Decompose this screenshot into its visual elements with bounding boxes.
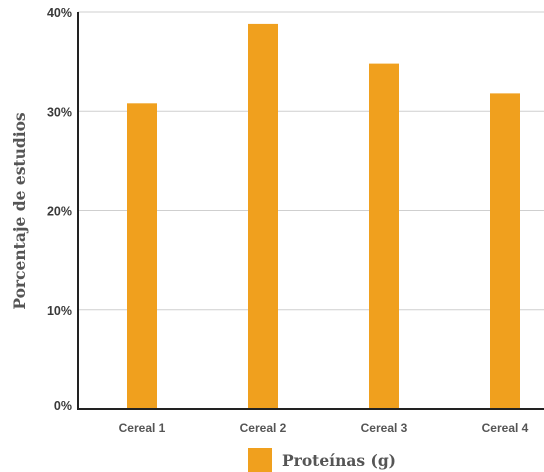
legend: Proteínas (g) [248, 448, 396, 472]
bar-cereal-3 [369, 63, 399, 410]
bars [127, 23, 520, 410]
x-tick-label: Cereal 1 [119, 421, 166, 435]
bar-cereal-1 [127, 103, 157, 409]
bar-cereal-4 [490, 93, 520, 409]
bar-cereal-2 [248, 23, 278, 409]
x-tick-label: Cereal 2 [240, 421, 287, 435]
x-tick-label: Cereal 3 [361, 421, 408, 435]
x-tick-label: Cereal 4 [482, 421, 529, 435]
y-tick-label: 30% [47, 105, 72, 119]
y-tick-label: 40% [47, 6, 72, 20]
legend-label: Proteínas (g) [282, 451, 396, 470]
x-tick-labels: Cereal 1 Cereal 2 Cereal 3 Cereal 4 [119, 421, 529, 435]
y-tick-label: 20% [47, 205, 72, 219]
y-axis-label: Porcentaje de estudios [10, 112, 29, 310]
legend-swatch [248, 448, 272, 472]
y-tick-label: 10% [47, 304, 72, 318]
y-tick-label: 0% [54, 399, 72, 413]
y-tick-labels: 0% 10% 20% 30% 40% [47, 6, 72, 413]
